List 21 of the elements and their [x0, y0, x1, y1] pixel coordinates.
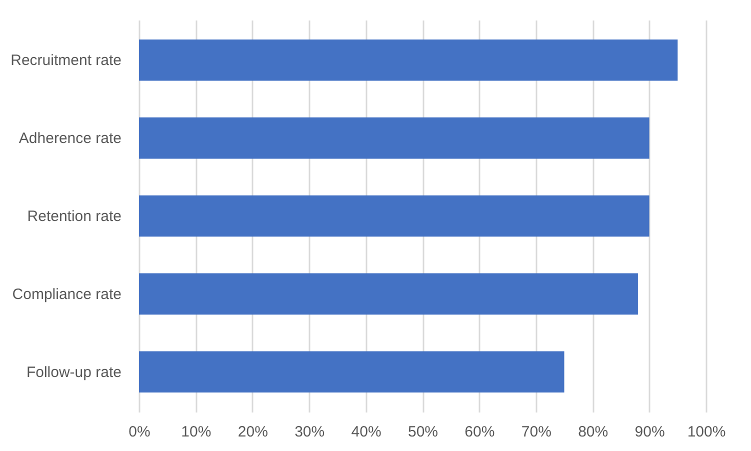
y-tick-label: Recruitment rate [10, 52, 122, 70]
x-tick-label: 40% [351, 424, 382, 440]
y-tick-label: Follow-up rate [26, 364, 122, 381]
x-tick-label: 90% [634, 424, 665, 440]
x-tick-label: 20% [238, 424, 268, 440]
y-tick-label: Retention rate [27, 208, 122, 225]
y-tick-label: Adherence rate [18, 130, 122, 148]
x-tick-label: 60% [464, 424, 495, 440]
x-tick-label: 0% [128, 424, 150, 440]
x-tick-label: 50% [408, 424, 438, 440]
x-tick-label: 10% [181, 424, 212, 440]
bar [139, 273, 638, 315]
bar [139, 351, 564, 393]
x-tick-label: 30% [294, 424, 325, 440]
x-tick-label: 100% [687, 424, 726, 440]
bar [139, 39, 678, 81]
x-tick-label: 80% [578, 424, 608, 440]
bar [139, 117, 650, 159]
x-tick-label: 70% [521, 424, 552, 440]
y-tick-label: Compliance rate [12, 286, 122, 303]
bar [139, 195, 650, 237]
